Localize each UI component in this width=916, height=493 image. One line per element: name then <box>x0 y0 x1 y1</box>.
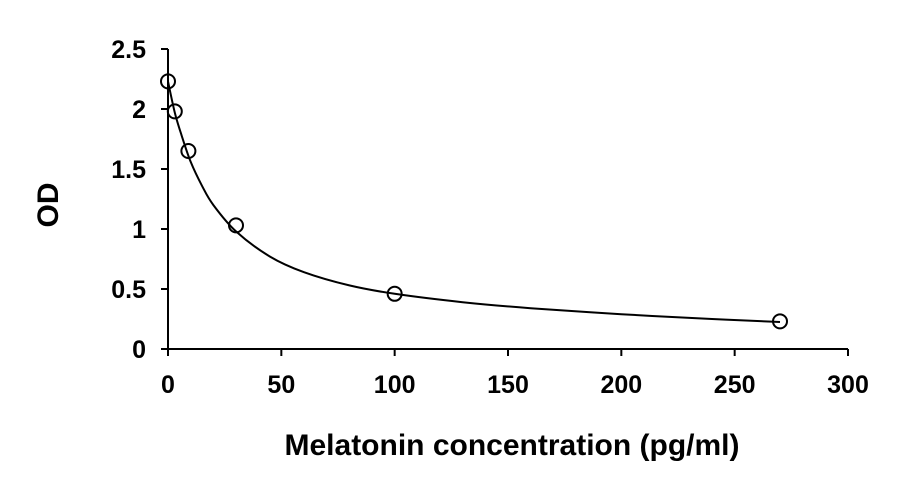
x-tick-label: 100 <box>374 371 416 399</box>
y-tick-label: 2.5 <box>111 36 146 64</box>
data-point <box>772 313 788 330</box>
y-tick-label: 0 <box>132 336 146 364</box>
x-tick-label: 250 <box>714 371 756 399</box>
y-tick-label: 1 <box>132 216 146 244</box>
data-point <box>228 217 244 234</box>
x-tick-label: 50 <box>267 371 295 399</box>
x-tick-label: 200 <box>600 371 642 399</box>
data-points-layer <box>160 73 788 330</box>
x-tick-label: 300 <box>827 371 869 399</box>
data-point <box>386 285 403 302</box>
ticks-layer: 0 50 100 150 200 250 300 0 0.5 1 1.5 2 2.5 <box>111 36 869 399</box>
data-point <box>160 73 176 90</box>
axes-layer <box>167 49 848 350</box>
y-tick-label: 1.5 <box>111 156 146 184</box>
y-axis-title: OD <box>32 183 65 228</box>
fit-line-layer <box>167 81 781 323</box>
x-tick-label: 150 <box>487 371 529 399</box>
y-tick-label: 0.5 <box>111 276 146 304</box>
data-point <box>166 103 183 120</box>
x-tick-label: 0 <box>161 371 175 399</box>
fit-curve <box>167 81 781 323</box>
x-axis-title: Melatonin concentration (pg/ml) <box>285 429 740 462</box>
data-point <box>180 143 197 159</box>
y-tick-label: 2 <box>132 96 146 124</box>
